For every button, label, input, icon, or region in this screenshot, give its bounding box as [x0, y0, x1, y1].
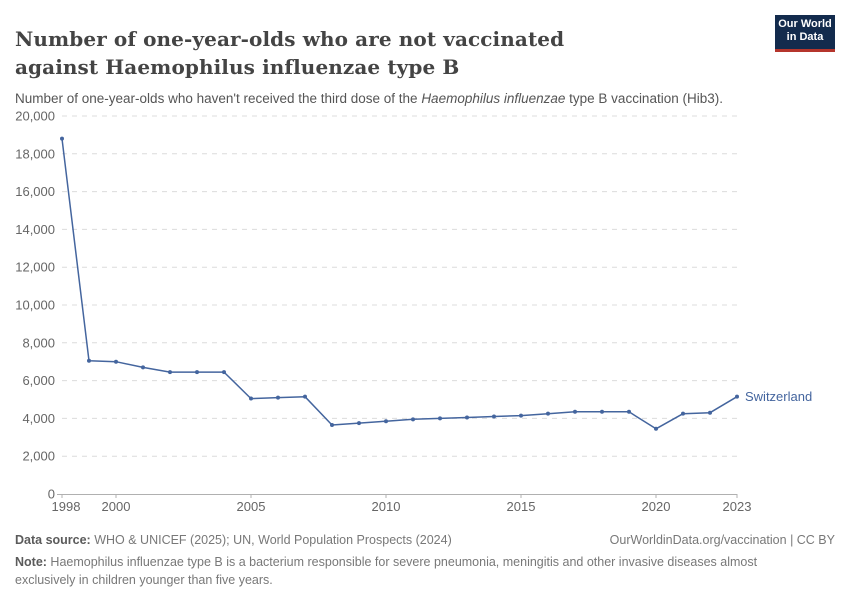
y-tick-label: 2,000 [22, 449, 55, 464]
data-point[interactable] [330, 423, 334, 428]
data-point[interactable] [168, 370, 172, 375]
x-tick-label: 2020 [642, 499, 671, 514]
chart-subtitle: Number of one-year-olds who haven't rece… [15, 91, 835, 106]
y-tick-label: 8,000 [22, 335, 55, 350]
y-tick-label: 12,000 [15, 260, 55, 275]
y-tick-label: 20,000 [15, 109, 55, 124]
data-point[interactable] [708, 410, 712, 415]
data-source-label: Data source: [15, 533, 91, 547]
chart-title: Number of one-year-olds who are not vacc… [15, 27, 565, 80]
data-point[interactable] [60, 136, 64, 141]
y-tick-label: 0 [48, 487, 55, 502]
data-point[interactable] [492, 414, 496, 419]
owid-logo[interactable]: Our World in Data [775, 15, 835, 52]
data-point[interactable] [303, 394, 307, 399]
y-tick-label: 4,000 [22, 411, 55, 426]
x-tick-label: 1998 [52, 499, 81, 514]
x-tick-label: 2015 [507, 499, 536, 514]
note-label: Note: [15, 554, 47, 569]
note-text: Haemophilus influenzae type B is a bacte… [15, 554, 758, 587]
series-line[interactable] [61, 137, 738, 430]
y-tick-label: 16,000 [15, 184, 55, 199]
owid-logo-line1: Our World [778, 18, 832, 30]
data-point[interactable] [600, 409, 604, 414]
data-point[interactable] [465, 415, 469, 420]
data-point[interactable] [681, 411, 685, 416]
data-point[interactable] [654, 426, 658, 431]
data-point[interactable] [195, 370, 199, 375]
subtitle-italic-term: Haemophilus influenzae [421, 90, 566, 106]
data-point[interactable] [141, 365, 145, 370]
data-point[interactable] [222, 370, 226, 375]
chart-note: Note: Haemophilus influenzae type B is a… [15, 554, 787, 590]
data-point[interactable] [438, 416, 442, 421]
y-tick-label: 10,000 [15, 298, 55, 313]
data-point[interactable] [735, 394, 739, 399]
data-point[interactable] [573, 409, 577, 414]
data-point[interactable] [627, 409, 631, 414]
citation-link[interactable]: OurWorldinData.org/vaccination | CC BY [609, 533, 835, 547]
x-tick-label: 2000 [102, 499, 131, 514]
y-tick-label: 14,000 [15, 222, 55, 237]
data-point[interactable] [384, 419, 388, 424]
x-tick-label: 2010 [372, 499, 401, 514]
data-point[interactable] [114, 359, 118, 364]
x-tick-label: 2005 [237, 499, 266, 514]
line-chart-canvas[interactable]: 0 2,000 4,000 6,000 8,000 10,000 12,000 14,000 1… [0, 0, 850, 530]
data-point[interactable] [249, 396, 253, 401]
data-point[interactable] [546, 411, 550, 416]
subtitle-text: Number of one-year-olds who haven't rece… [15, 90, 422, 106]
y-tick-label: 18,000 [15, 146, 55, 161]
entity-label[interactable]: Switzerland [745, 389, 812, 404]
data-point[interactable] [411, 417, 415, 422]
subtitle-suffix: type B vaccination (Hib3). [565, 90, 723, 106]
data-source-text: WHO & UNICEF (2025); UN, World Populatio… [90, 533, 452, 547]
data-point[interactable] [519, 413, 523, 418]
data-point[interactable] [357, 421, 361, 426]
data-source: Data source: WHO & UNICEF (2025); UN, Wo… [15, 532, 452, 550]
owid-logo-line2: in Data [786, 31, 824, 43]
data-point[interactable] [87, 358, 91, 363]
x-tick-label: 2023 [723, 499, 752, 514]
chart-footer: Data source: WHO & UNICEF (2025); UN, Wo… [15, 532, 835, 589]
data-point[interactable] [276, 395, 280, 400]
y-tick-label: 6,000 [22, 373, 55, 388]
